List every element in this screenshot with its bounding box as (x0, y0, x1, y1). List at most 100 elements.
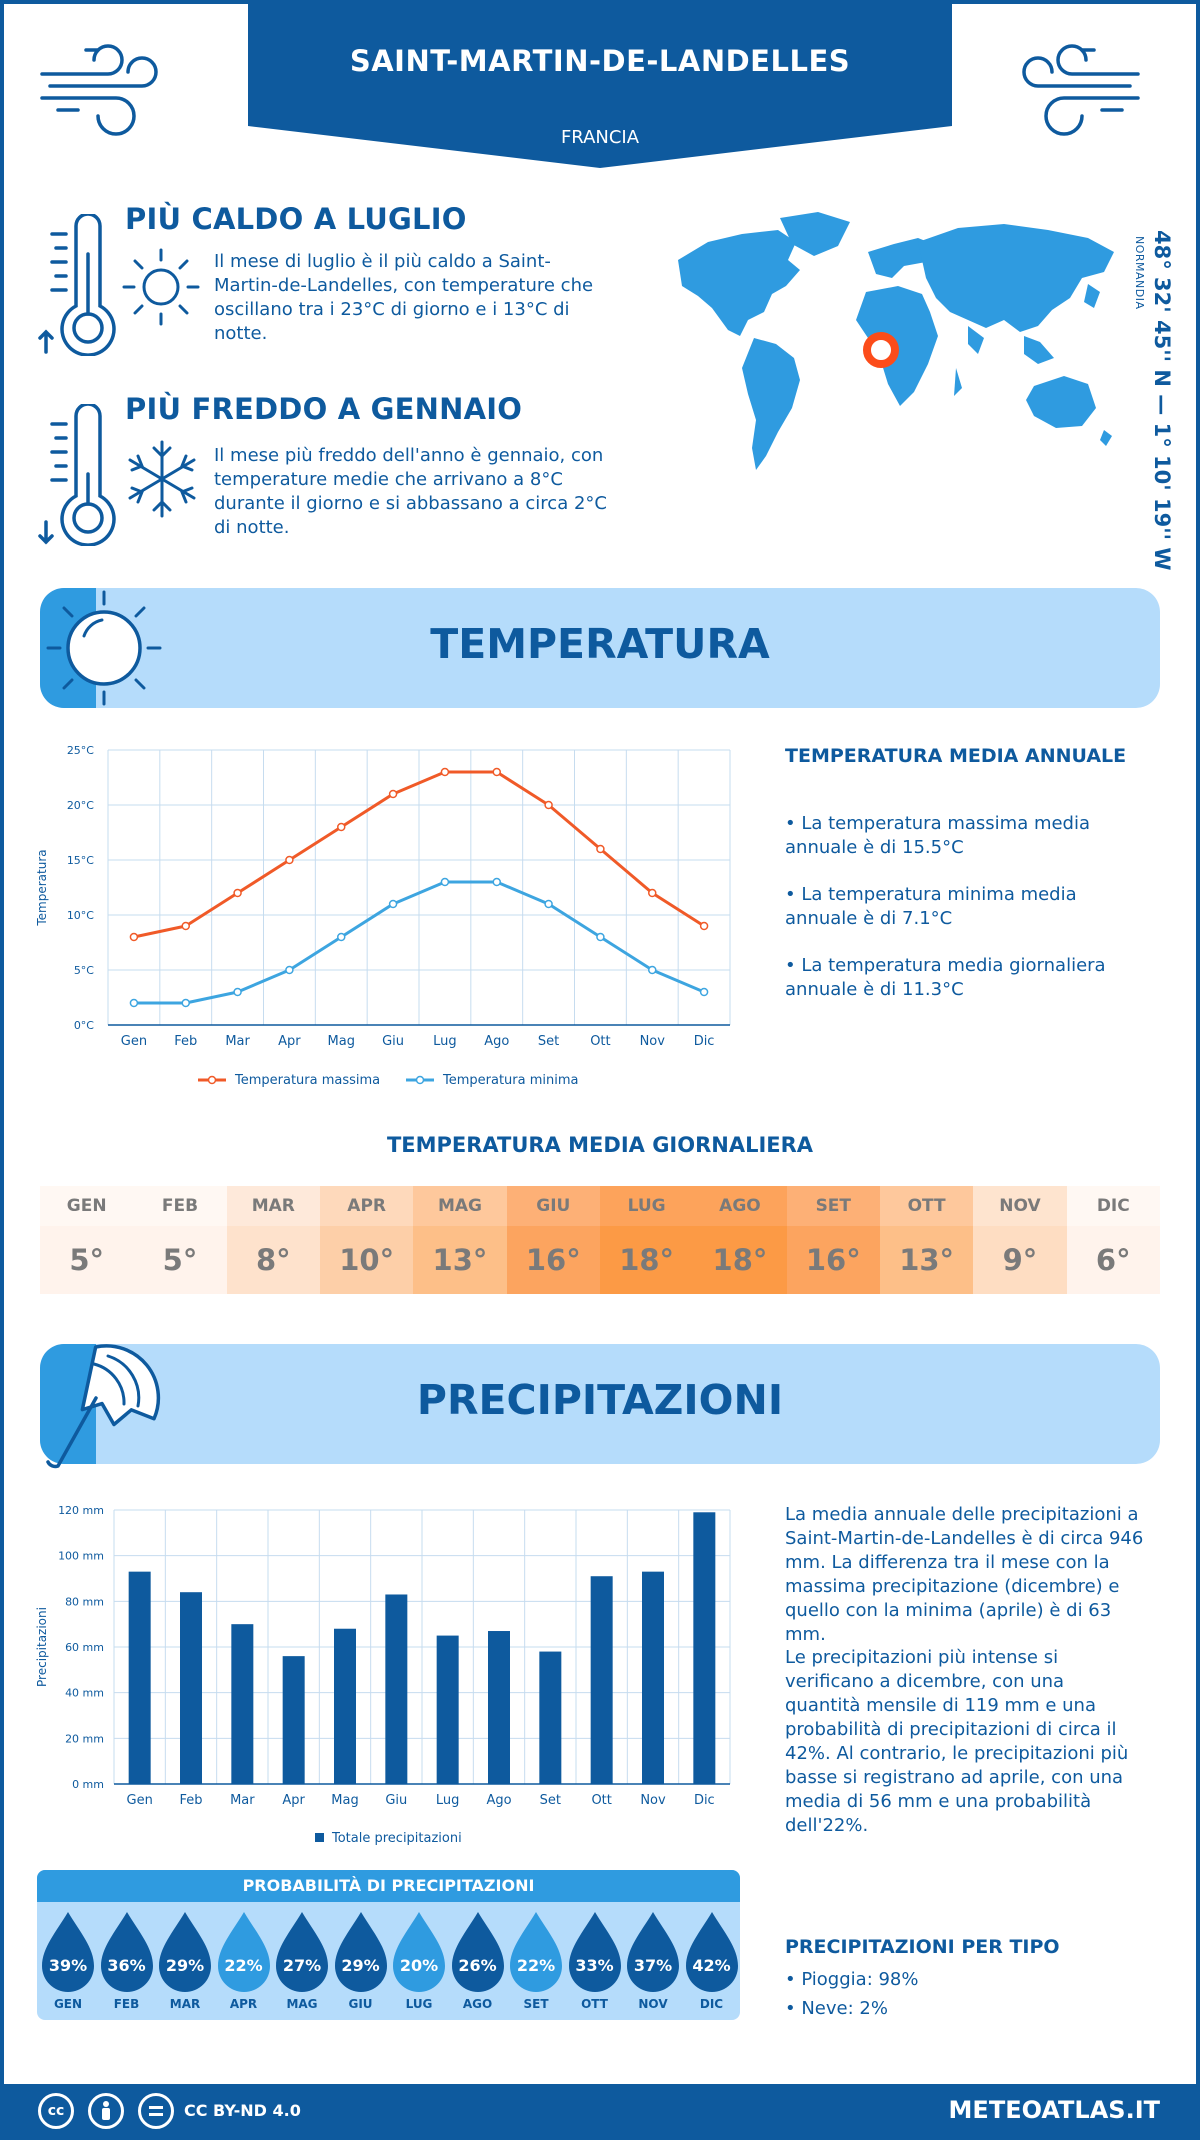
daily-month-label: NOV (973, 1186, 1067, 1226)
x-tick-label: Giu (382, 1034, 404, 1049)
data-point (440, 767, 450, 777)
daily-column: MAR 8° (226, 1186, 320, 1294)
probability-month-label: MAR (169, 1997, 201, 2011)
probability-month-label: MAG (286, 1997, 318, 2011)
series-line (133, 880, 705, 1005)
raindrop-shape (100, 1912, 153, 1992)
probability-month-label: NOV (638, 1997, 668, 2011)
daily-temperature-value: 16° (506, 1226, 600, 1294)
legend-label: Temperatura minima (442, 1073, 579, 1088)
daily-month-label: GEN (40, 1186, 134, 1226)
series-line (133, 770, 705, 939)
daily-column: NOV 9° (973, 1186, 1067, 1294)
daily-temperature-value: 10° (319, 1226, 414, 1294)
probability-month-label: DIC (699, 1997, 724, 2011)
probability-value: 22% (224, 1956, 263, 1975)
precipitation-summary-p2: Le precipitazioni più intense si verific… (785, 1647, 1129, 1836)
y-tick-label: 15°C (67, 854, 94, 867)
raindrop-shape (568, 1912, 621, 1992)
raindrop-shape (451, 1912, 504, 1992)
x-tick-label: Ott (591, 1793, 611, 1808)
daily-temperature-value: 8° (226, 1226, 320, 1294)
data-point (181, 998, 190, 1008)
bar (282, 1656, 305, 1784)
temperature-max-summary: • La temperatura massima media annuale è… (785, 813, 1091, 858)
legend-label: Totale precipitazioni (331, 1831, 462, 1846)
y-tick-label: 60 mm (65, 1641, 104, 1654)
probability-value: 22% (516, 1956, 556, 1975)
daily-month-label: FEB (133, 1186, 227, 1226)
nd-icon (138, 2093, 174, 2129)
hottest-title: PIÙ CALDO A LUGLIO (125, 202, 467, 236)
x-tick-label: Ago (484, 1034, 509, 1049)
daily-month-label: SET (786, 1186, 880, 1226)
raindrop-icon (100, 1912, 153, 1992)
bar (334, 1628, 356, 1784)
x-tick-label: Nov (640, 1793, 666, 1808)
data-point (181, 921, 190, 931)
x-tick-label: Mar (230, 1793, 255, 1808)
data-point (129, 998, 139, 1008)
y-tick-label: 40 mm (65, 1687, 104, 1700)
data-point (699, 987, 709, 997)
wind-icon (1022, 44, 1140, 136)
temperature-min-summary: • La temperatura minima media annuale è … (785, 884, 1077, 929)
bar (180, 1592, 202, 1784)
daily-temperature-value: 16° (786, 1226, 880, 1294)
x-tick-label: Dic (694, 1034, 715, 1049)
cc-icon: cc (38, 2093, 74, 2129)
x-tick-label: Giu (385, 1793, 407, 1808)
y-axis-label: Precipitazioni (35, 1607, 49, 1687)
hottest-text: Il mese di luglio è il più caldo a Saint… (214, 251, 594, 344)
daily-month-label: MAG (413, 1186, 507, 1226)
daily-column: SET 16° (786, 1186, 880, 1294)
y-tick-label: 100 mm (58, 1550, 104, 1563)
daily-column: MAG 13° (413, 1186, 507, 1294)
site-name[interactable]: METEOATLAS.IT (948, 2096, 1160, 2124)
daily-temperature-value: 13° (413, 1226, 507, 1294)
daily-column: AGO 18° (693, 1186, 787, 1294)
daily-temperature-value: 5° (40, 1226, 134, 1294)
daily-month-label: MAR (226, 1186, 320, 1226)
raindrop-shape (393, 1912, 445, 1992)
x-tick-label: Lug (433, 1034, 457, 1049)
footer (0, 2084, 1200, 2140)
x-tick-label: Mar (225, 1034, 250, 1049)
probability-month-label: SET (523, 1997, 549, 2011)
y-tick-label: 120 mm (58, 1504, 104, 1517)
data-point (233, 888, 242, 898)
raindrop-shape (627, 1912, 679, 1992)
x-tick-label: Set (538, 1034, 559, 1049)
daily-temperature-title: TEMPERATURA MEDIA GIORNALIERA (386, 1133, 814, 1157)
data-point (388, 789, 398, 799)
temperature-section-title: TEMPERATURA (430, 620, 770, 668)
bar (590, 1576, 613, 1784)
raindrop-icon (393, 1912, 445, 1992)
x-tick-label: Apr (282, 1793, 305, 1808)
probability-value: 37% (633, 1956, 673, 1975)
city-title: SAINT-MARTIN-DE-LANDELLES (349, 44, 851, 78)
probability-value: 36% (107, 1956, 146, 1975)
x-tick-label: Lug (436, 1793, 460, 1808)
probability-month-label: APR (229, 1997, 258, 2011)
data-point (337, 932, 346, 942)
coldest-title: PIÙ FREDDO A GENNAIO (125, 392, 523, 426)
data-point (285, 855, 294, 865)
daily-temperature-value: 18° (599, 1226, 694, 1294)
precipitation-chart: 0 mm 20 mm 40 mm 60 mm 80 mm 100 mm 120 mm Gen F… (35, 1504, 731, 1846)
precipitation-probability-title: PROBABILITÀ DI PRECIPITAZIONI (37, 1870, 740, 1902)
raindrop-icon (568, 1912, 621, 1992)
daily-temperature-table: GEN 5° FEB 5° MAR 8° APR 10° MAG 13° GIU 16° LUG 18° A… (40, 1186, 1160, 1294)
raindrop-shape (217, 1912, 270, 1992)
raindrop-shape (685, 1912, 738, 1992)
x-tick-label: Ago (486, 1793, 511, 1808)
probability-month-label: LUG (405, 1997, 433, 2011)
raindrop-shape (334, 1912, 387, 1992)
raindrop-icon (334, 1912, 387, 1992)
bar (128, 1571, 151, 1784)
probability-value: 20% (399, 1956, 439, 1975)
coordinates: 48° 32' 45'' N — 1° 10' 19'' W (1150, 230, 1174, 571)
x-tick-label: Gen (127, 1793, 153, 1808)
data-point (440, 877, 450, 887)
bar (385, 1594, 408, 1784)
